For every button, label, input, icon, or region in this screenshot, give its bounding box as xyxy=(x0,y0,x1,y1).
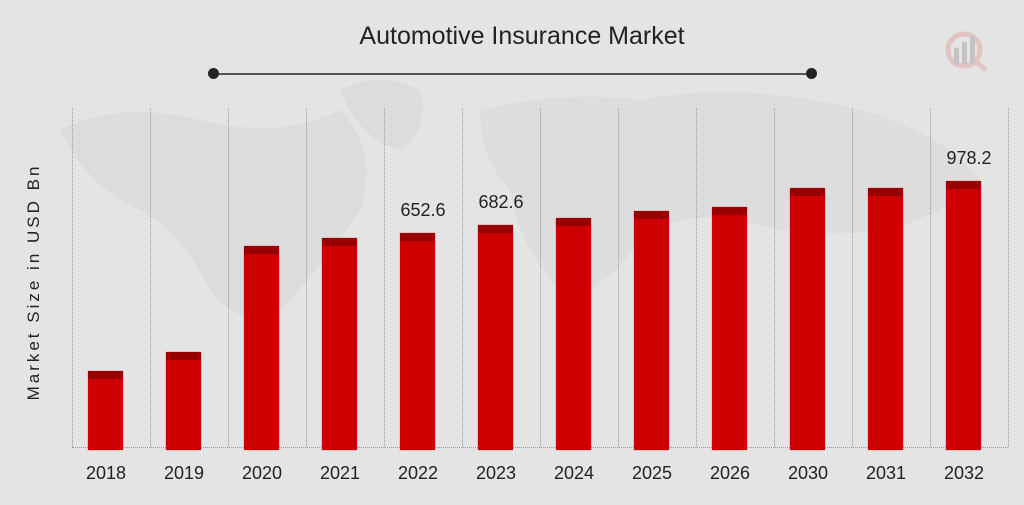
bar-2026 xyxy=(712,207,747,450)
grid-line xyxy=(150,108,151,447)
x-tick-label: 2024 xyxy=(553,463,595,483)
title-underline xyxy=(213,73,811,75)
x-tick-label: 2018 xyxy=(85,463,127,483)
bar-cap xyxy=(556,218,591,226)
grid-line xyxy=(774,108,775,447)
bar-2031 xyxy=(868,188,903,450)
bar-2024 xyxy=(556,218,591,450)
bar-cap xyxy=(400,233,435,241)
bar-2032 xyxy=(946,181,981,450)
bar-cap xyxy=(946,181,981,189)
data-label-2023: 682.6 xyxy=(478,192,524,212)
bar-2023 xyxy=(478,225,513,450)
chart-title: Automotive Insurance Market xyxy=(359,22,685,50)
grid-line xyxy=(696,108,697,447)
plot-area xyxy=(72,108,1009,450)
y-axis-label: Market Size in USD Bn xyxy=(24,163,43,401)
grid-line xyxy=(540,108,541,447)
x-tick-label: 2031 xyxy=(865,463,907,483)
bar-cap xyxy=(88,371,123,379)
brand-logo-icon xyxy=(945,31,988,72)
x-tick-label: 2023 xyxy=(475,463,517,483)
grid-line xyxy=(1008,108,1009,447)
grid-line xyxy=(852,108,853,447)
bar-2022 xyxy=(400,233,435,450)
world-map-background xyxy=(60,80,980,317)
title-underline-left-dot xyxy=(208,68,219,79)
bar-cap xyxy=(244,246,279,254)
x-tick-label: 2030 xyxy=(787,463,829,483)
data-label-2022: 652.6 xyxy=(400,200,446,220)
title-underline-right-dot xyxy=(806,68,817,79)
x-tick-label: 2025 xyxy=(631,463,673,483)
x-tick-label: 2032 xyxy=(943,463,985,483)
data-label-2032: 978.2 xyxy=(946,148,992,168)
bar-cap xyxy=(634,211,669,219)
bar-cap xyxy=(712,207,747,215)
grid-line xyxy=(618,108,619,447)
bar-cap xyxy=(478,225,513,233)
grid-line xyxy=(72,108,73,447)
bar-2030 xyxy=(790,188,825,450)
bar-cap xyxy=(790,188,825,196)
bar-2020 xyxy=(244,246,279,450)
x-tick-label: 2022 xyxy=(397,463,439,483)
x-tick-label: 2026 xyxy=(709,463,751,483)
grid-line xyxy=(384,108,385,447)
x-tick-label: 2021 xyxy=(319,463,361,483)
bar-2019 xyxy=(166,352,201,450)
bar-cap xyxy=(868,188,903,196)
bar-cap xyxy=(322,238,357,246)
bar-2025 xyxy=(634,211,669,450)
grid-line xyxy=(228,108,229,447)
grid-line xyxy=(462,108,463,447)
bar-cap xyxy=(166,352,201,360)
x-tick-label: 2020 xyxy=(241,463,283,483)
grid-line xyxy=(306,108,307,447)
bar-2021 xyxy=(322,238,357,450)
grid-line xyxy=(930,108,931,447)
x-tick-label: 2019 xyxy=(163,463,205,483)
bar-2018 xyxy=(88,371,123,450)
